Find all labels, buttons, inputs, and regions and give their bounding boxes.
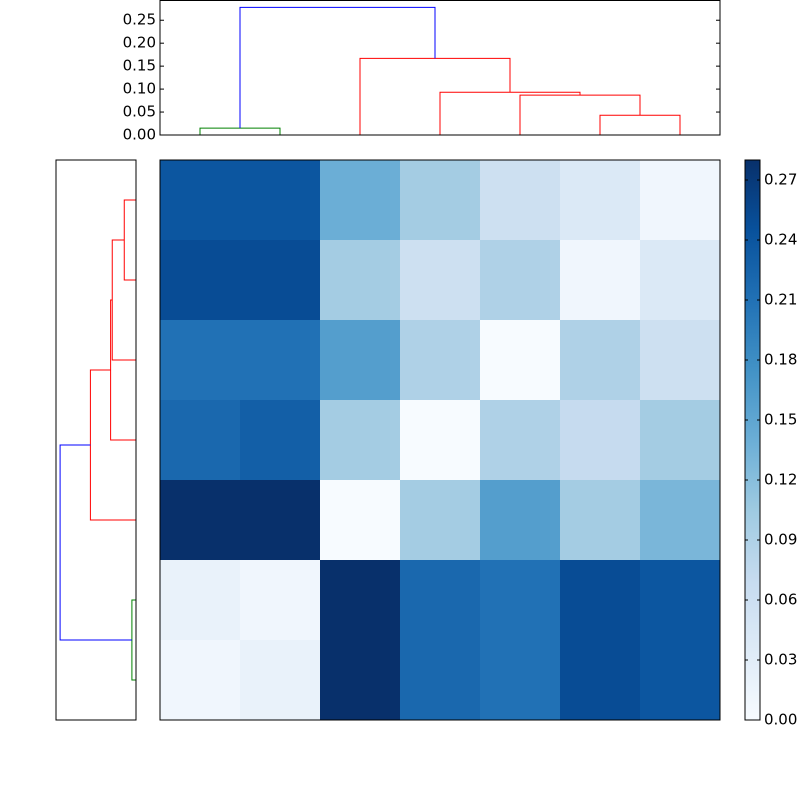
heatmap-cell <box>640 640 721 721</box>
left-dendrogram-frame <box>55 159 137 721</box>
heatmap-cell <box>160 160 241 241</box>
heatmap-cell <box>240 320 321 401</box>
heatmap-cell <box>240 640 321 721</box>
dendrogram-link <box>439 91 581 135</box>
heatmap-cell <box>480 400 561 481</box>
heatmap-cell <box>400 400 481 481</box>
heatmap-cell <box>160 480 241 561</box>
heatmap-cell <box>160 400 241 481</box>
heatmap-cell <box>320 240 401 321</box>
heatmap-cell <box>320 480 401 561</box>
heatmap-cell <box>640 160 721 241</box>
heatmap-cell <box>560 240 641 321</box>
heatmap-cell <box>480 160 561 241</box>
top-dendrogram-frame <box>159 0 721 136</box>
y-tick-label: 0.00 <box>123 126 156 144</box>
heatmap-cell <box>640 320 721 401</box>
colorbar-tick-label: 0.03 <box>764 651 797 669</box>
colorbar-tick-label: 0.09 <box>764 531 797 549</box>
y-tick-label: 0.15 <box>123 57 156 75</box>
heatmap-cell <box>480 560 561 641</box>
heatmap-cell <box>400 160 481 241</box>
heatmap-cell <box>480 240 561 321</box>
heatmap-cell <box>160 640 241 721</box>
colorbar <box>744 159 761 721</box>
heatmap-cell <box>560 320 641 401</box>
heatmap-cell <box>560 400 641 481</box>
heatmap-cell <box>480 480 561 561</box>
heatmap-cell <box>640 400 721 481</box>
dendrogram-link <box>59 444 132 641</box>
y-tick-label: 0.20 <box>123 34 156 52</box>
heatmap-cell <box>400 320 481 401</box>
heatmap-cell <box>640 480 721 561</box>
heatmap-cell <box>640 560 721 641</box>
heatmap-cell <box>160 560 241 641</box>
colorbar-tick-label: 0.15 <box>764 411 797 429</box>
dendrogram-link <box>359 57 511 135</box>
dendrogram-link <box>199 127 281 135</box>
heatmap-cell <box>320 560 401 641</box>
heatmap-cell <box>160 240 241 321</box>
colorbar-tick-label: 0.21 <box>764 291 797 309</box>
heatmap-cell <box>560 640 641 721</box>
heatmap-cell <box>560 160 641 241</box>
heatmap-cell <box>480 320 561 401</box>
colorbar-tick-label: 0.27 <box>764 171 797 189</box>
heatmap-cell <box>240 240 321 321</box>
dendrogram-link <box>599 114 681 135</box>
heatmap-cell <box>640 240 721 321</box>
heatmap-cell <box>240 560 321 641</box>
heatmap-cell <box>240 160 321 241</box>
dendrogram-link <box>123 199 136 281</box>
colorbar-tick-label: 0.06 <box>764 591 797 609</box>
colorbar-tick-label: 0.12 <box>764 471 797 489</box>
heatmap-cell <box>400 240 481 321</box>
y-tick-label: 0.25 <box>123 11 156 29</box>
heatmap-cell <box>240 400 321 481</box>
heatmap-cell <box>320 640 401 721</box>
dendrogram-link <box>131 599 136 681</box>
heatmap-cell <box>480 640 561 721</box>
heatmap-cell <box>400 480 481 561</box>
heatmap-cell <box>320 400 401 481</box>
heatmap-cell <box>320 320 401 401</box>
heatmap-cell <box>560 480 641 561</box>
dendrogram-link <box>89 369 136 521</box>
colorbar-tick-label: 0.24 <box>764 231 797 249</box>
dendrogram-link <box>239 6 436 129</box>
heatmap-cell <box>560 560 641 641</box>
heatmap-cell <box>400 560 481 641</box>
heatmap-cell <box>320 160 401 241</box>
y-tick-label: 0.05 <box>123 103 156 121</box>
heatmap-frame <box>159 159 721 721</box>
colorbar-tick-label: 0.18 <box>764 351 797 369</box>
heatmap-cell <box>160 320 241 401</box>
dendrogram-link <box>110 299 136 441</box>
y-tick-label: 0.10 <box>123 80 156 98</box>
heatmap-cell <box>400 640 481 721</box>
colorbar-tick-label: 0.00 <box>764 711 797 729</box>
heatmap-cell <box>240 480 321 561</box>
